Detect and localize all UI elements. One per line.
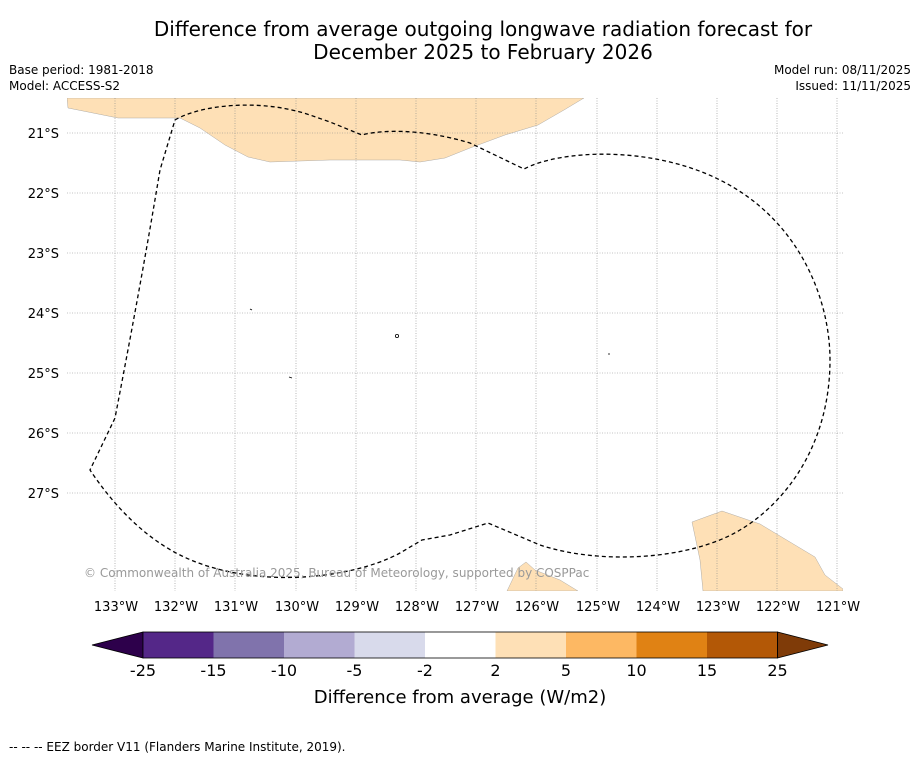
lon-labels: 133°W 132°W 131°W 130°W 129°W 128°W 127°… — [94, 600, 860, 615]
lon-label: 125°W — [576, 600, 620, 615]
lat-label: 23°S — [28, 247, 59, 262]
map-panel: © Commonwealth of Australia 2025, Bureau… — [67, 98, 843, 591]
lon-label: 131°W — [214, 600, 258, 615]
grid-lines — [67, 98, 843, 591]
anomaly-region-north — [67, 98, 585, 163]
colorbar-segment — [425, 632, 496, 658]
colorbar-min-arrow — [91, 631, 144, 659]
colorbar-tick: -25 — [130, 661, 156, 680]
footer-legend: -- -- -- EEZ border V11 (Flanders Marine… — [9, 740, 346, 754]
colorbar-segment — [495, 632, 566, 658]
colorbar-segment — [143, 632, 214, 658]
colorbar-max-arrow — [777, 631, 829, 659]
lat-label: 26°S — [28, 427, 59, 442]
lat-label: 25°S — [28, 367, 59, 382]
colorbar-label: Difference from average (W/m2) — [314, 687, 606, 708]
lon-label: 127°W — [455, 600, 499, 615]
colorbar-tick: -10 — [271, 661, 297, 680]
lat-label: 22°S — [28, 187, 59, 202]
lat-label: 24°S — [28, 307, 59, 322]
colorbar-tick: 10 — [626, 661, 646, 680]
lon-label: 133°W — [94, 600, 138, 615]
colorbar-outline — [142, 631, 778, 659]
anomaly-region-southeast — [691, 510, 843, 591]
colorbar-segment — [636, 632, 707, 658]
lon-label: 129°W — [335, 600, 379, 615]
base-period-text: Base period: 1981-2018 — [9, 63, 154, 77]
lat-label: 21°S — [28, 127, 59, 142]
lon-label: 132°W — [154, 600, 198, 615]
title-line-1: Difference from average outgoing longwav… — [153, 17, 813, 41]
model-text: Model: ACCESS-S2 — [9, 79, 121, 93]
colorbar-segment — [213, 632, 284, 658]
lat-label: 27°S — [28, 487, 59, 502]
anomaly-region-center-south — [506, 561, 579, 591]
colorbar-tick: 5 — [561, 661, 571, 680]
meta-right: Model run: 08/11/2025 Issued: 11/11/2025 — [774, 62, 911, 94]
colorbar-ticks: -25 -15 -10 -5 -2 2 5 10 15 25 — [130, 661, 788, 680]
colorbar-tick: 15 — [697, 661, 717, 680]
colorbar-segment — [566, 632, 637, 658]
copyright-text: © Commonwealth of Australia 2025, Bureau… — [84, 566, 589, 580]
meta-left: Base period: 1981-2018 Model: ACCESS-S2 — [9, 62, 154, 94]
lon-label: 124°W — [636, 600, 680, 615]
colorbar-tick: -15 — [200, 661, 226, 680]
colorbar-segment — [354, 632, 425, 658]
model-run-text: Model run: 08/11/2025 — [773, 63, 911, 77]
island-marks — [249, 308, 610, 379]
title-line-2: December 2025 to February 2026 — [313, 40, 653, 64]
lon-label: 130°W — [275, 600, 319, 615]
lon-label: 123°W — [696, 600, 740, 615]
colorbar-tick: 2 — [490, 661, 500, 680]
chart-title: Difference from average outgoing longwav… — [0, 18, 919, 64]
lon-label: 128°W — [395, 600, 439, 615]
colorbar — [91, 631, 829, 659]
eez-border — [89, 104, 831, 579]
colorbar-tick: -5 — [347, 661, 363, 680]
lat-labels: 21°S 22°S 23°S 24°S 25°S 26°S 27°S — [28, 127, 59, 502]
lon-label: 126°W — [515, 600, 559, 615]
colorbar-segment — [284, 632, 355, 658]
lon-label: 121°W — [816, 600, 860, 615]
colorbar-tick: -2 — [417, 661, 433, 680]
colorbar-tick: 25 — [767, 661, 787, 680]
issued-text: Issued: 11/11/2025 — [795, 79, 911, 93]
lon-label: 122°W — [756, 600, 800, 615]
colorbar-segment — [707, 632, 778, 658]
